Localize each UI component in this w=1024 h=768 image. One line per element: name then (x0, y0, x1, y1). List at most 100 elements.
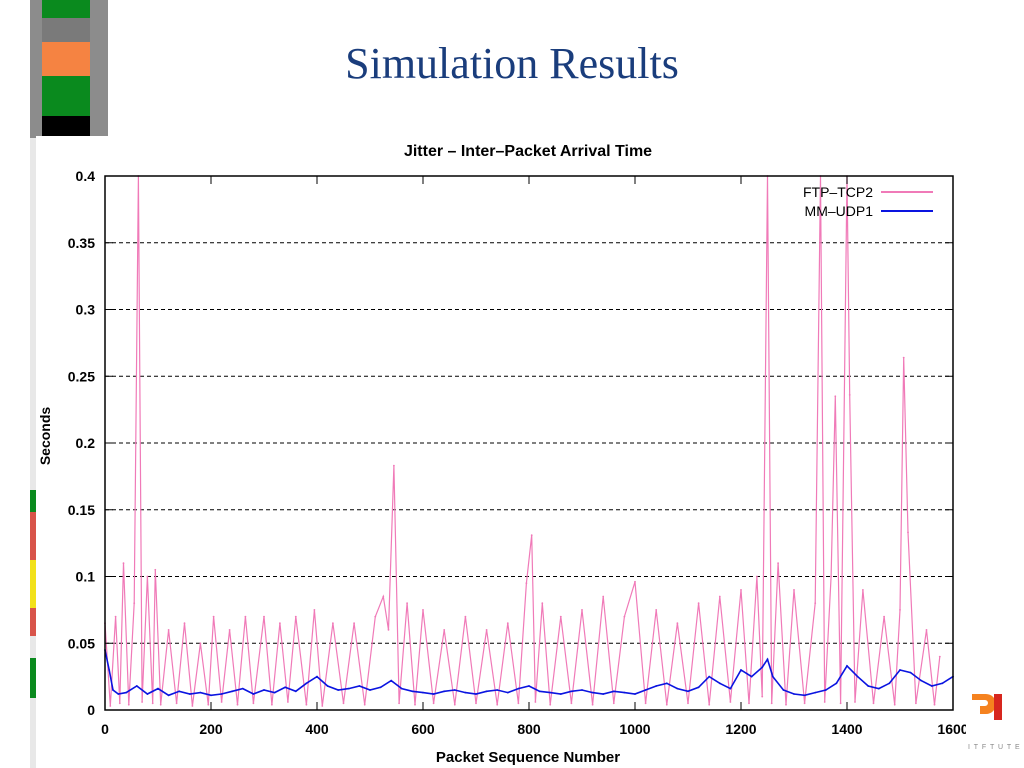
data-point (839, 702, 842, 705)
data-point (122, 562, 125, 564)
data-point (848, 394, 851, 396)
x-tick-label: 600 (411, 721, 435, 737)
template-side-bar (30, 138, 36, 768)
strip-block-green (42, 76, 90, 116)
grid-lines (105, 242, 953, 644)
data-point (353, 622, 355, 625)
data-point (570, 690, 573, 693)
data-point (623, 691, 626, 694)
data-point (305, 682, 308, 685)
data-point (141, 701, 143, 703)
data-point (655, 685, 658, 687)
data-point (782, 689, 785, 691)
data-point (422, 691, 424, 694)
data-point (316, 675, 318, 678)
data-point (530, 534, 533, 536)
data-point (175, 702, 178, 705)
jitter-chart: Jitter – Inter–Packet Arrival Time 0 0.05… (36, 136, 966, 766)
data-point (655, 609, 658, 611)
data-point (862, 589, 864, 591)
y-tick-label: 0.35 (68, 235, 95, 251)
data-point (453, 689, 456, 691)
institute-logo-text: I T F T U T E (968, 744, 1021, 751)
data-point (263, 689, 265, 691)
data-point (159, 703, 162, 706)
data-point (506, 691, 509, 694)
data-point (358, 685, 361, 687)
data-point (199, 691, 202, 694)
x-tick-label: 400 (305, 721, 329, 737)
data-point (877, 687, 880, 690)
data-point (559, 615, 562, 618)
data-point (114, 615, 117, 618)
data-point (284, 686, 287, 689)
data-point (167, 629, 170, 631)
slide-title: Simulation Results (345, 39, 679, 88)
data-point (902, 356, 905, 359)
data-point (517, 702, 520, 705)
side-bar-red (30, 512, 36, 560)
data-point (581, 689, 583, 691)
x-tick-label: 200 (199, 721, 223, 737)
data-point (899, 609, 901, 611)
data-point (718, 682, 721, 685)
data-point (581, 609, 583, 611)
data-point (133, 602, 136, 605)
side-bar-yellow (30, 560, 36, 608)
data-point (305, 703, 308, 706)
data-point (644, 689, 647, 691)
data-point (941, 682, 944, 685)
logo-orange-shape (972, 694, 996, 714)
data-point (374, 615, 377, 618)
data-point (549, 703, 552, 706)
data-point (379, 686, 382, 689)
data-point (771, 675, 774, 678)
strip-block-black (42, 116, 90, 138)
series-line (104, 175, 941, 707)
legend-label: FTP–TCP2 (803, 184, 873, 200)
data-point (321, 705, 324, 707)
data-point (525, 582, 528, 585)
data-point (210, 694, 212, 697)
data-point (883, 615, 885, 618)
data-point (549, 691, 552, 694)
data-point (893, 703, 896, 706)
data-point (687, 690, 689, 693)
data-point (909, 671, 912, 674)
data-point (406, 602, 408, 605)
data-point (146, 693, 149, 695)
data-point (337, 689, 340, 691)
data-point (464, 615, 467, 618)
data-point (634, 693, 636, 695)
data-point (938, 655, 941, 658)
data-point (517, 687, 520, 690)
data-point (453, 703, 456, 706)
x-tick-label: 800 (517, 721, 541, 737)
data-point (188, 693, 191, 695)
data-point (761, 695, 764, 698)
data-point (475, 702, 477, 705)
data-point (287, 701, 289, 703)
y-axis: 0 0.05 0.1 0.15 0.2 0.25 0.3 0.35 0.4 (68, 168, 953, 718)
data-point (729, 687, 732, 690)
data-point (528, 685, 530, 687)
data-point (570, 702, 573, 705)
template-left-strip (30, 0, 108, 138)
data-point (785, 703, 787, 706)
data-point (506, 622, 509, 625)
logo-red-bar (994, 694, 1002, 720)
data-point (856, 675, 859, 678)
data-point (718, 595, 721, 598)
x-tick-label: 1200 (725, 721, 756, 737)
data-point (559, 693, 562, 695)
data-point (612, 702, 615, 705)
data-point (432, 702, 435, 705)
series-line (104, 649, 954, 697)
data-point (294, 690, 297, 693)
data-point (244, 615, 247, 618)
data-point (933, 703, 936, 706)
data-point (687, 702, 689, 705)
data-point (112, 689, 114, 691)
data-point (464, 691, 467, 694)
data-point (867, 685, 870, 687)
